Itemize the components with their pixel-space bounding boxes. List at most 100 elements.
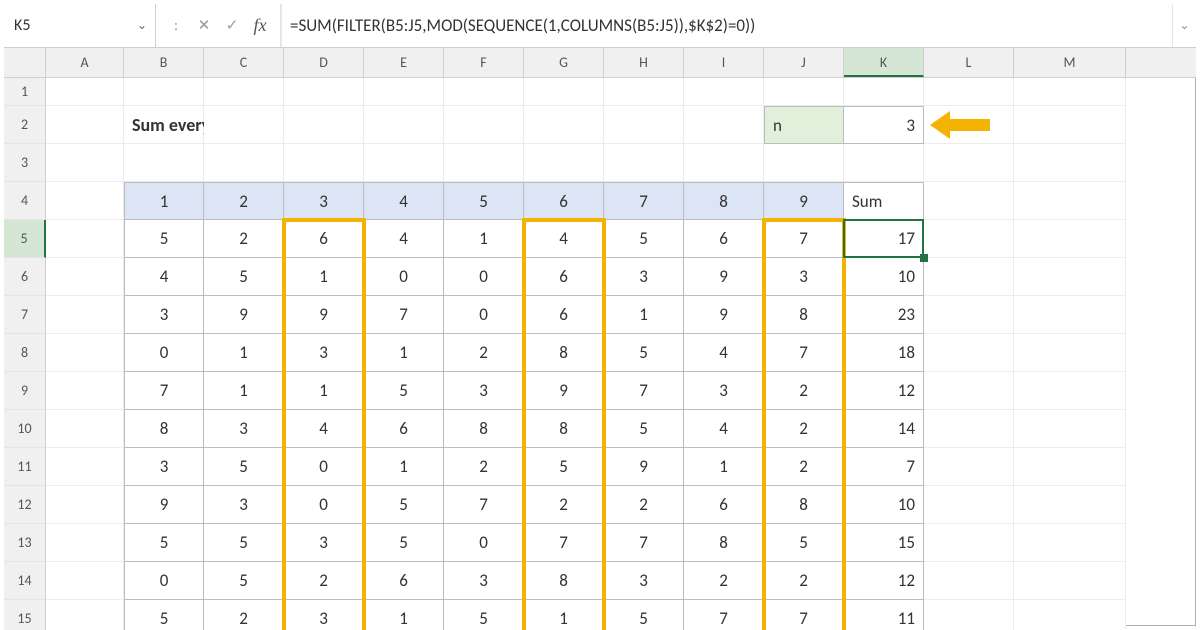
chevron-down-icon[interactable]: ⌄ (137, 18, 147, 33)
cell-I3[interactable] (684, 144, 764, 182)
column-header-K[interactable]: K (844, 48, 924, 77)
cell-H3[interactable] (604, 144, 684, 182)
cell-K6[interactable]: 10 (844, 258, 924, 296)
cell-B14[interactable]: 0 (124, 562, 204, 600)
cell-C13[interactable]: 5 (204, 524, 284, 562)
cell-C6[interactable]: 5 (204, 258, 284, 296)
cell-J9[interactable]: 2 (764, 372, 844, 410)
cell-L6[interactable] (924, 258, 1014, 296)
fx-icon[interactable]: fx (246, 15, 274, 36)
cell-L9[interactable] (924, 372, 1014, 410)
cell-D7[interactable]: 9 (284, 296, 364, 334)
cell-D10[interactable]: 4 (284, 410, 364, 448)
cell-J13[interactable]: 5 (764, 524, 844, 562)
cell-H8[interactable]: 5 (604, 334, 684, 372)
cell-A3[interactable] (46, 144, 124, 182)
cell-H12[interactable]: 2 (604, 486, 684, 524)
cell-F2[interactable] (444, 106, 524, 144)
column-header-L[interactable]: L (924, 48, 1014, 77)
cell-G12[interactable]: 2 (524, 486, 604, 524)
cell-J6[interactable]: 3 (764, 258, 844, 296)
cell-G11[interactable]: 5 (524, 448, 604, 486)
cell-A9[interactable] (46, 372, 124, 410)
row-header-4[interactable]: 4 (4, 182, 46, 220)
cell-F15[interactable]: 5 (444, 600, 524, 630)
dots-icon[interactable]: : (162, 17, 190, 35)
cell-H13[interactable]: 7 (604, 524, 684, 562)
cell-B3[interactable] (124, 144, 204, 182)
cell-D14[interactable]: 2 (284, 562, 364, 600)
cell-A11[interactable] (46, 448, 124, 486)
cell-E12[interactable]: 5 (364, 486, 444, 524)
cell-H14[interactable]: 3 (604, 562, 684, 600)
column-header-B[interactable]: B (124, 48, 204, 77)
cell-M13[interactable] (1014, 524, 1126, 562)
cell-M12[interactable] (1014, 486, 1126, 524)
cell-I6[interactable]: 9 (684, 258, 764, 296)
cell-I13[interactable]: 8 (684, 524, 764, 562)
cell-E2[interactable] (364, 106, 444, 144)
cell-H15[interactable]: 5 (604, 600, 684, 630)
cell-M9[interactable] (1014, 372, 1126, 410)
cell-I2[interactable] (684, 106, 764, 144)
cell-D13[interactable]: 3 (284, 524, 364, 562)
cell-F12[interactable]: 7 (444, 486, 524, 524)
cell-J7[interactable]: 8 (764, 296, 844, 334)
cell-K10[interactable]: 14 (844, 410, 924, 448)
row-header-10[interactable]: 10 (4, 410, 46, 448)
cell-J4[interactable]: 9 (764, 182, 844, 220)
cell-M15[interactable] (1014, 600, 1126, 630)
row-header-9[interactable]: 9 (4, 372, 46, 410)
cell-B1[interactable] (124, 78, 204, 106)
cell-B5[interactable]: 5 (124, 220, 204, 258)
cell-H6[interactable]: 3 (604, 258, 684, 296)
cell-K2[interactable]: 3 (844, 106, 924, 144)
fill-handle[interactable] (920, 254, 928, 262)
cell-K3[interactable] (844, 144, 924, 182)
cell-E5[interactable]: 4 (364, 220, 444, 258)
cell-B15[interactable]: 5 (124, 600, 204, 630)
cell-L5[interactable] (924, 220, 1014, 258)
cell-K7[interactable]: 23 (844, 296, 924, 334)
formula-input[interactable]: =SUM(FILTER(B5:J5,MOD(SEQUENCE(1,COLUMNS… (281, 4, 1172, 47)
cell-E15[interactable]: 1 (364, 600, 444, 630)
cell-F1[interactable] (444, 78, 524, 106)
cell-G3[interactable] (524, 144, 604, 182)
cell-I10[interactable]: 4 (684, 410, 764, 448)
cell-A5[interactable] (46, 220, 124, 258)
cell-A13[interactable] (46, 524, 124, 562)
cell-A8[interactable] (46, 334, 124, 372)
cell-L12[interactable] (924, 486, 1014, 524)
row-header-11[interactable]: 11 (4, 448, 46, 486)
cell-B2[interactable]: Sum every nth column (124, 106, 204, 144)
cell-C10[interactable]: 3 (204, 410, 284, 448)
row-header-14[interactable]: 14 (4, 562, 46, 600)
cell-A6[interactable] (46, 258, 124, 296)
cell-L13[interactable] (924, 524, 1014, 562)
cell-K4[interactable]: Sum (844, 182, 924, 220)
cell-C8[interactable]: 1 (204, 334, 284, 372)
cell-M6[interactable] (1014, 258, 1126, 296)
cell-C3[interactable] (204, 144, 284, 182)
cell-M1[interactable] (1014, 78, 1126, 106)
cell-K8[interactable]: 18 (844, 334, 924, 372)
cell-K12[interactable]: 10 (844, 486, 924, 524)
cell-E10[interactable]: 6 (364, 410, 444, 448)
row-header-6[interactable]: 6 (4, 258, 46, 296)
column-header-G[interactable]: G (524, 48, 604, 77)
cell-K13[interactable]: 15 (844, 524, 924, 562)
cell-H1[interactable] (604, 78, 684, 106)
cell-E13[interactable]: 5 (364, 524, 444, 562)
cell-A15[interactable] (46, 600, 124, 630)
cell-C7[interactable]: 9 (204, 296, 284, 334)
cell-J14[interactable]: 2 (764, 562, 844, 600)
cell-D15[interactable]: 3 (284, 600, 364, 630)
row-header-7[interactable]: 7 (4, 296, 46, 334)
cell-I9[interactable]: 3 (684, 372, 764, 410)
column-header-I[interactable]: I (684, 48, 764, 77)
cell-I14[interactable]: 2 (684, 562, 764, 600)
cell-I5[interactable]: 6 (684, 220, 764, 258)
cell-H11[interactable]: 9 (604, 448, 684, 486)
cell-F11[interactable]: 2 (444, 448, 524, 486)
cell-G5[interactable]: 4 (524, 220, 604, 258)
